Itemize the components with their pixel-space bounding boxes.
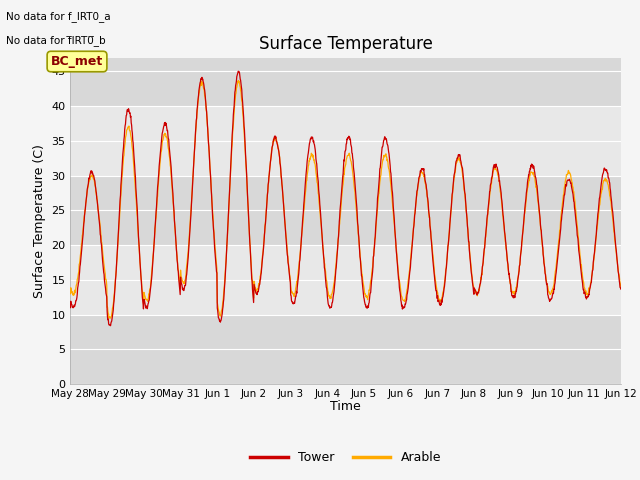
Line: Arable: Arable — [70, 81, 621, 318]
Text: No data for f̅IRT0̅_b: No data for f̅IRT0̅_b — [6, 35, 106, 46]
Arable — [432, 279, 440, 285]
Legend: Tower, Arable: Tower, Arable — [245, 446, 446, 469]
Tower — [67, 305, 74, 311]
Tower — [189, 172, 197, 178]
Bar — [70, 106, 621, 176]
Tower — [107, 323, 115, 329]
Bar — [70, 58, 621, 106]
Y-axis label: Surface Temperature (C): Surface Temperature (C) — [33, 144, 46, 298]
Title: Surface Temperature: Surface Temperature — [259, 35, 433, 53]
Tower — [504, 260, 511, 265]
Arable — [552, 263, 560, 269]
Arable — [106, 315, 114, 321]
Bar — [70, 245, 621, 314]
X-axis label: Time: Time — [330, 400, 361, 413]
Bar — [70, 314, 621, 384]
Arable — [67, 291, 74, 297]
Arable — [252, 286, 259, 291]
Tower — [234, 68, 242, 74]
Arable — [189, 170, 197, 176]
Tower — [252, 287, 259, 293]
Text: No data for f_IRT0_a: No data for f_IRT0_a — [6, 11, 111, 22]
Text: BC_met: BC_met — [51, 55, 103, 68]
Arable — [617, 284, 625, 290]
Line: Tower: Tower — [70, 71, 621, 326]
Tower — [432, 286, 440, 292]
Tower — [552, 270, 560, 276]
Arable — [176, 281, 184, 287]
Arable — [504, 259, 511, 264]
Bar — [70, 176, 621, 245]
Tower — [176, 288, 184, 293]
Arable — [235, 78, 243, 84]
Tower — [617, 286, 625, 292]
